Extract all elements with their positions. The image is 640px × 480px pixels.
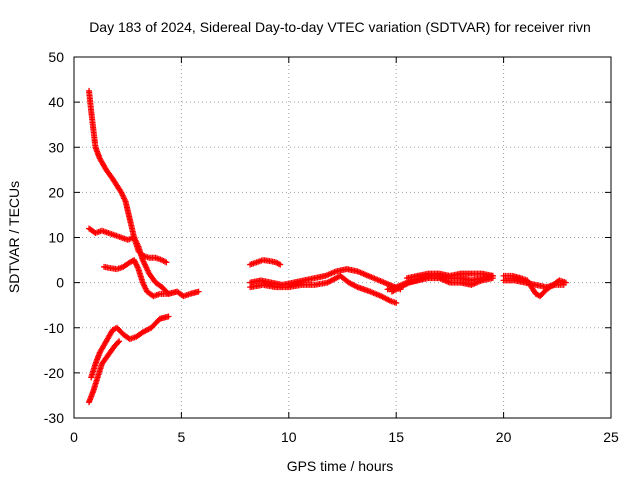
data-point [115,339,122,346]
x-axis-label: GPS time / hours [287,458,394,474]
data-point [489,272,496,279]
data-point [393,299,400,306]
y-tick-label: 40 [48,94,64,110]
y-axis-label: SDTVAR / TECUs [6,181,22,293]
y-tick-label: 0 [56,275,64,291]
y-tick-label: 30 [48,139,64,155]
data-point [165,313,172,320]
x-tick-label: 10 [281,429,297,445]
x-tick-label: 20 [496,429,512,445]
chart-title: Day 183 of 2024, Sidereal Day-to-day VTE… [89,19,591,35]
y-tick-label: 10 [48,230,64,246]
data-point [116,338,123,345]
x-tick-label: 5 [178,429,186,445]
grid [74,57,611,418]
y-tick-label: -10 [44,320,64,336]
y-tick-label: -20 [44,365,64,381]
y-tick-label: -30 [44,410,64,426]
x-tick-label: 25 [603,429,619,445]
axis-ticks: 0 5 10 15 20 25 -30 -20 -10 0 10 20 30 40 50 [44,49,619,445]
x-tick-label: 0 [70,429,78,445]
x-tick-label: 15 [388,429,404,445]
y-tick-label: 20 [48,184,64,200]
data-point [560,281,567,288]
data-point [277,261,284,268]
data-point [195,288,202,295]
data-points [86,87,569,406]
data-point [163,259,170,266]
y-tick-label: 50 [48,49,64,65]
